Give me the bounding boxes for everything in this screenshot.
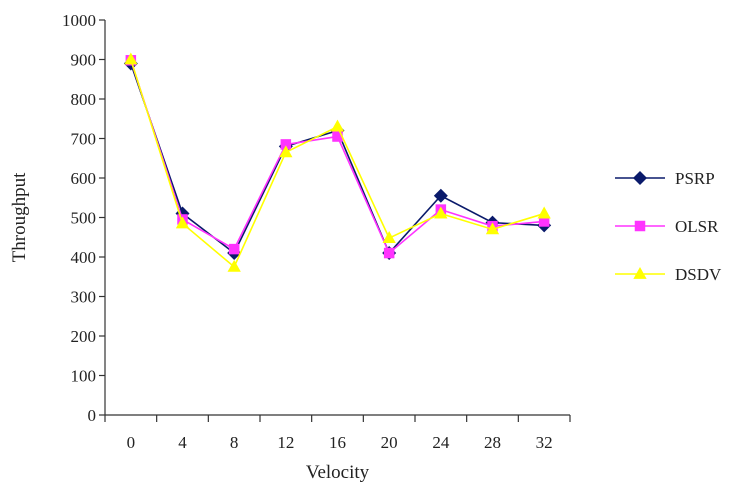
x-tick-label: 0 bbox=[127, 433, 136, 452]
data-point-olsr bbox=[280, 139, 292, 150]
data-point-dsdv bbox=[227, 259, 241, 272]
legend-label: OLSR bbox=[675, 217, 719, 236]
x-tick-label: 8 bbox=[230, 433, 239, 452]
y-tick-label: 1000 bbox=[62, 11, 96, 30]
y-tick-label: 300 bbox=[71, 288, 97, 307]
legend-label: PSRP bbox=[675, 169, 715, 188]
data-point-psrp bbox=[433, 188, 448, 203]
y-tick-label: 200 bbox=[71, 327, 97, 346]
x-tick-label: 12 bbox=[277, 433, 294, 452]
data-point-dsdv bbox=[330, 119, 345, 132]
axes bbox=[104, 20, 570, 416]
x-tick-label: 28 bbox=[484, 433, 501, 452]
y-tick-label: 500 bbox=[71, 209, 97, 228]
legend-marker bbox=[633, 171, 647, 185]
data-point-dsdv bbox=[382, 231, 396, 243]
data-point-olsr bbox=[383, 247, 395, 259]
data-point-dsdv bbox=[537, 206, 551, 219]
x-tick-label: 24 bbox=[432, 433, 450, 452]
x-tick-label: 20 bbox=[381, 433, 398, 452]
y-tick-label: 600 bbox=[71, 169, 97, 188]
data-point-dsdv bbox=[124, 52, 138, 65]
legend-marker bbox=[634, 220, 646, 232]
series-line-olsr bbox=[130, 60, 545, 255]
legend-item-psrp: PSRP bbox=[615, 169, 715, 188]
series-line-dsdv bbox=[130, 59, 545, 269]
legend-item-olsr: OLSR bbox=[615, 217, 719, 236]
x-axis-title: Velocity bbox=[306, 462, 370, 483]
legend-label: DSDV bbox=[675, 265, 722, 284]
data-point-olsr bbox=[538, 216, 550, 227]
data-point-dsdv bbox=[175, 216, 190, 229]
data-point-olsr bbox=[332, 131, 343, 142]
legend: PSRP OLSR DSDV bbox=[615, 169, 722, 284]
y-tick-label: 400 bbox=[71, 248, 97, 267]
series-layer bbox=[123, 52, 552, 272]
series-psrp bbox=[123, 56, 552, 261]
legend-item-dsdv: DSDV bbox=[615, 265, 722, 284]
legend-marker bbox=[633, 267, 647, 279]
data-point-dsdv bbox=[485, 222, 500, 235]
y-tick-label: 800 bbox=[71, 90, 97, 109]
data-point-olsr bbox=[228, 243, 240, 255]
y-tick-label: 900 bbox=[71, 51, 97, 70]
x-tick-label: 16 bbox=[329, 433, 346, 452]
x-tick-label: 32 bbox=[536, 433, 553, 452]
x-tick-label: 4 bbox=[178, 433, 187, 452]
y-tick-label: 0 bbox=[88, 406, 97, 425]
data-point-dsdv bbox=[434, 206, 448, 219]
data-point-dsdv bbox=[279, 145, 293, 158]
y-axis-ticks: 0 100 200 300 400 500 600 700 800 900 1000 bbox=[62, 11, 105, 425]
y-axis-title: Throughput bbox=[9, 172, 30, 262]
y-tick-label: 100 bbox=[71, 367, 97, 386]
series-dsdv bbox=[124, 52, 551, 272]
x-axis-ticks: 0 4 8 12 16 20 24 28 32 bbox=[104, 415, 571, 452]
y-tick-label: 700 bbox=[71, 130, 97, 149]
